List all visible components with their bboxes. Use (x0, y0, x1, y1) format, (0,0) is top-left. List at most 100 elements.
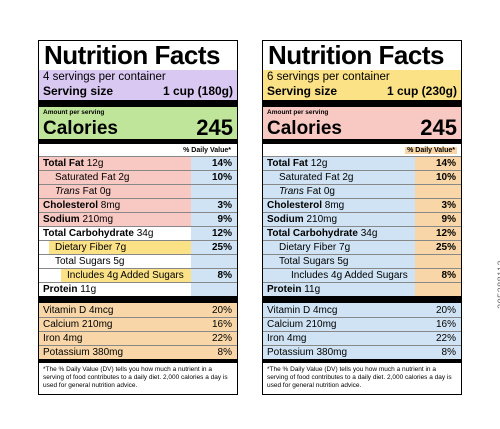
calories-value: 245 (196, 115, 233, 140)
nutrient-dv: 25% (435, 242, 456, 253)
vitamin-row: Vitamin D 4mcg 20% (39, 303, 237, 317)
nutrition-label-left: Nutrition Facts 4 servings per container… (38, 40, 238, 395)
nutrient-row-protein: Protein 11g (263, 282, 461, 296)
daily-value-header: % Daily Value* (39, 143, 237, 156)
nutrient-row-cholesterol: Cholesterol 8mg 3% (263, 198, 461, 212)
nutrient-dv: 9% (217, 214, 232, 225)
vitamin-name: Vitamin D 4mcg (43, 304, 114, 316)
nutrient-amount: 12g (83, 158, 104, 169)
vitamin-dv: 8% (217, 347, 232, 358)
nutrient-name: Total Fat (267, 158, 308, 169)
nutrition-label-right: Nutrition Facts 6 servings per container… (262, 40, 462, 395)
nutrient-row-total-carbohydrate: Total Carbohydrate 34g 12% (263, 226, 461, 240)
nutrient-row-protein: Protein 11g (39, 282, 237, 296)
servings-per-container: 4 servings per container (43, 71, 166, 83)
vitamin-dv: 8% (441, 347, 456, 358)
nutrient-amount: Saturated Fat 2g (55, 172, 130, 183)
thick-divider (263, 296, 461, 303)
nutrient-row-total-carbohydrate: Total Carbohydrate 34g 12% (39, 226, 237, 240)
nutrient-name-italic: Trans (55, 186, 80, 197)
nutrient-row-total-fat: Total Fat 12g 14% (39, 156, 237, 170)
nutrient-row-dietary-fiber: Dietary Fiber 7g 25% (39, 240, 237, 254)
nutrient-name: Total Carbohydrate (43, 228, 134, 239)
nutrient-dv: 12% (211, 228, 232, 239)
serving-size-row: Serving size 1 cup (230g) (267, 84, 457, 98)
nutrient-amount: 34g (133, 228, 154, 239)
vitamin-name: Iron 4mg (43, 333, 83, 344)
vitamin-dv: 16% (435, 319, 456, 330)
nutrient-amount: 210mg (79, 214, 114, 225)
nutrient-dv: 10% (211, 172, 232, 183)
vitamin-rows: Vitamin D 4mcg 20% Calcium 210mg 16% Iro… (263, 303, 461, 359)
nutrient-name: Total Fat (43, 158, 84, 169)
vitamin-name: Potassium 380mg (43, 347, 124, 358)
nutrient-name: Cholesterol (267, 200, 323, 211)
calories-block: Amount per serving Calories 245 (263, 107, 461, 139)
nutrient-row-saturated-fat: Saturated Fat 2g 10% (263, 170, 461, 184)
nutrient-row-total-fat: Total Fat 12g 14% (263, 156, 461, 170)
calories-row: Calories 245 (267, 117, 457, 139)
nutrient-row-trans-fat: Trans Fat 0g (263, 184, 461, 198)
nutrient-amount: Dietary Fiber 7g (279, 242, 351, 253)
servings-block: 6 servings per container Serving size 1 … (263, 70, 461, 100)
thick-divider (39, 296, 237, 303)
calories-value: 245 (420, 115, 457, 140)
serving-size-value: 1 cup (230g) (386, 84, 457, 98)
nutrient-row-saturated-fat: Saturated Fat 2g 10% (39, 170, 237, 184)
amount-per-serving: Amount per serving (267, 109, 329, 116)
daily-value-header: % Daily Value* (263, 143, 461, 156)
vitamin-name: Iron 4mg (267, 333, 307, 344)
vitamin-name: Calcium 210mg (43, 319, 113, 330)
vitamin-dv: 16% (211, 319, 232, 330)
nutrient-name-italic: Trans (279, 186, 304, 197)
nutrient-row-cholesterol: Cholesterol 8mg 3% (39, 198, 237, 212)
vitamin-row: Potassium 380mg 8% (263, 345, 461, 359)
calories-label: Calories (267, 118, 342, 139)
vitamin-row: Iron 4mg 22% (39, 331, 237, 345)
nutrient-rows: Total Fat 12g 14% Saturated Fat 2g 10% T… (263, 156, 461, 296)
daily-value-header-text: % Daily Value* (183, 146, 231, 154)
nutrient-amount: 8mg (98, 200, 121, 211)
nutrient-row-total-sugars: Total Sugars 5g (263, 254, 461, 268)
nutrient-amount: Total Sugars 5g (279, 256, 349, 267)
nutrient-amount: Includes 4g Added Sugars (291, 270, 408, 281)
calories-label: Calories (43, 118, 118, 139)
nutrient-amount: Fat 0g (79, 186, 111, 197)
nutrient-row-sodium: Sodium 210mg 9% (39, 212, 237, 226)
nutrient-amount: Saturated Fat 2g (279, 172, 354, 183)
servings-per-container: 6 servings per container (267, 71, 390, 83)
nutrient-amount: Fat 0g (303, 186, 335, 197)
medium-divider (39, 359, 237, 363)
vitamin-rows: Vitamin D 4mcg 20% Calcium 210mg 16% Iro… (39, 303, 237, 359)
nutrient-dv: 14% (435, 158, 456, 169)
vitamin-row: Calcium 210mg 16% (39, 317, 237, 331)
vitamin-dv: 20% (435, 304, 456, 316)
nutrient-name: Protein (267, 284, 302, 295)
nutrient-dv: 8% (217, 270, 232, 281)
vitamin-dv: 22% (435, 333, 456, 344)
calories-block: Amount per serving Calories 245 (39, 107, 237, 139)
nutrient-dv: 25% (211, 242, 232, 253)
vitamin-name: Potassium 380mg (267, 347, 348, 358)
daily-value-header-text: % Daily Value* (405, 146, 457, 154)
watermark-id: 305388113 (496, 260, 500, 309)
nutrient-row-total-sugars: Total Sugars 5g (39, 254, 237, 268)
vitamin-row: Potassium 380mg 8% (39, 345, 237, 359)
vitamin-row: Calcium 210mg 16% (263, 317, 461, 331)
nutrient-name: Sodium (267, 214, 304, 225)
vitamin-dv: 22% (211, 333, 232, 344)
nutrient-row-trans-fat: Trans Fat 0g (39, 184, 237, 198)
label-title: Nutrition Facts (44, 40, 220, 70)
amount-per-serving: Amount per serving (43, 109, 105, 116)
vitamin-dv: 20% (211, 304, 232, 316)
thick-divider (39, 100, 237, 107)
serving-size-label: Serving size (267, 84, 338, 98)
footnote: *The % Daily Value (DV) tells you how mu… (43, 366, 228, 389)
nutrient-name: Total Carbohydrate (267, 228, 358, 239)
medium-divider (39, 139, 237, 143)
nutrient-dv: 3% (441, 200, 456, 211)
nutrient-dv: 12% (435, 228, 456, 239)
nutrient-amount: 12g (307, 158, 328, 169)
nutrient-dv: 8% (441, 270, 456, 281)
nutrient-dv: 10% (435, 172, 456, 183)
